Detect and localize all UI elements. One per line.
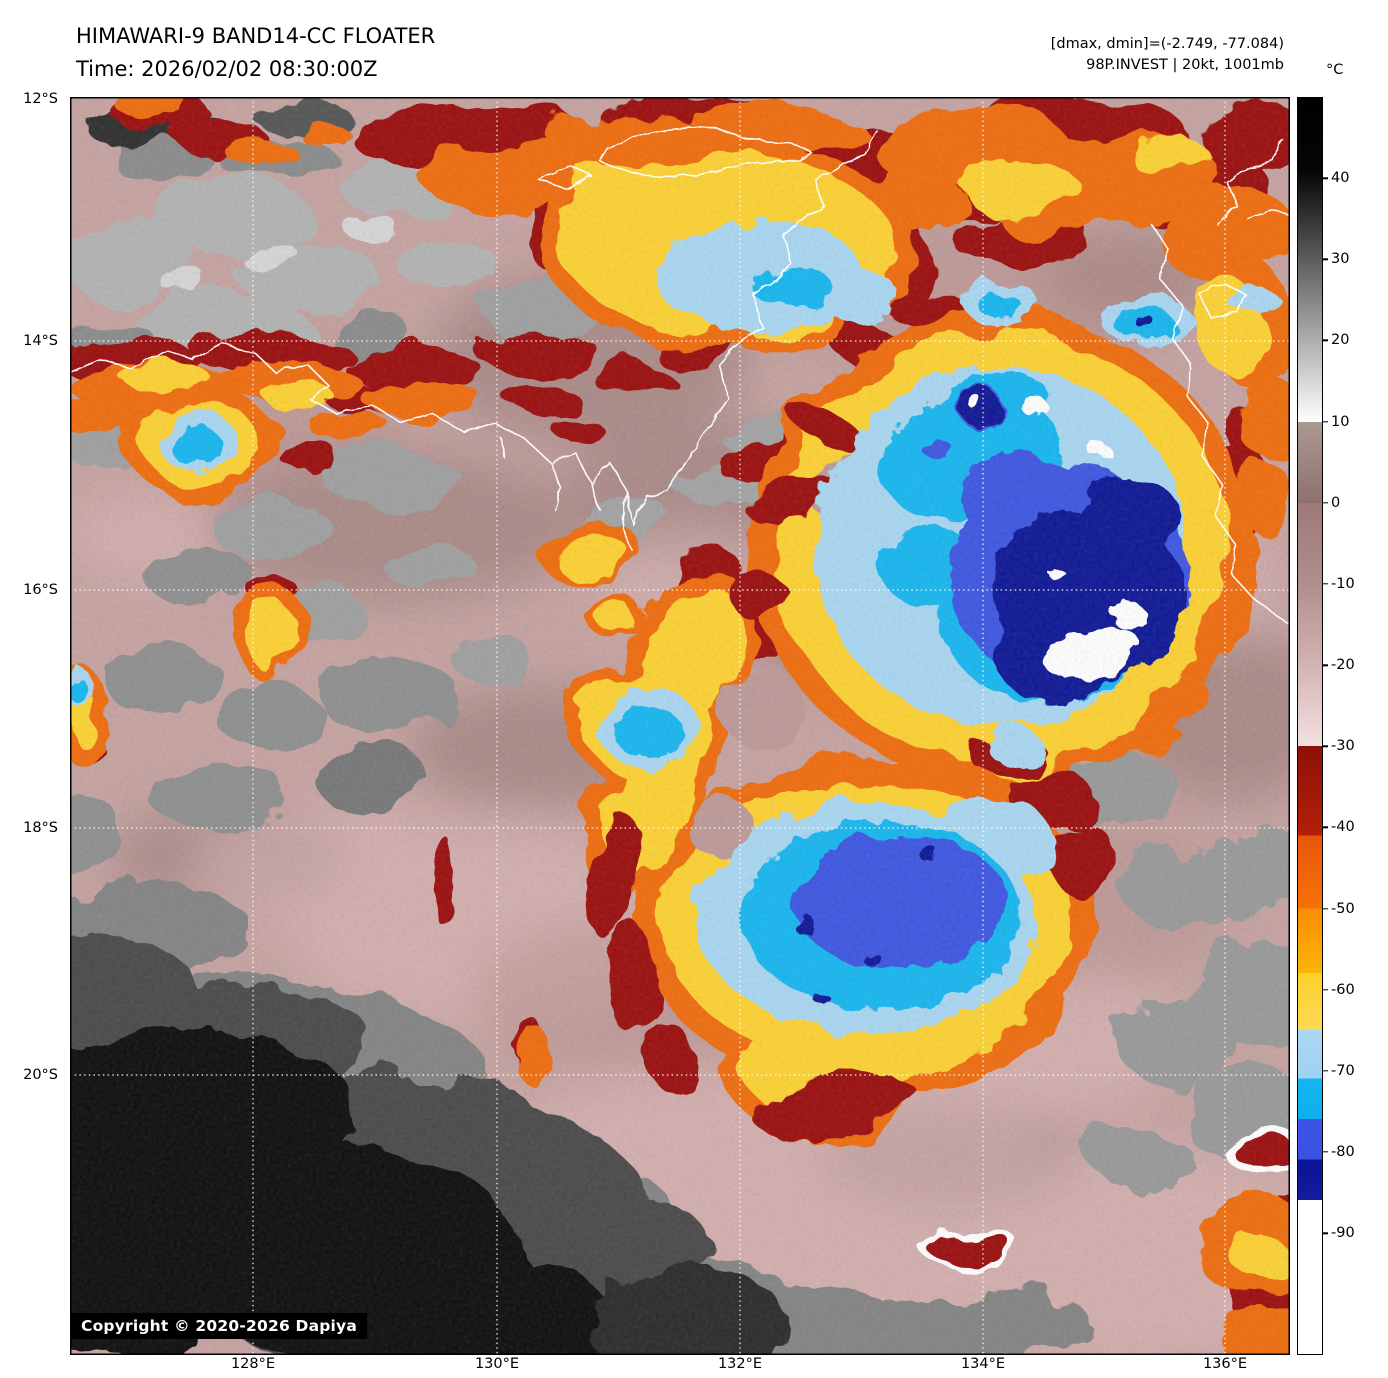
colorbar-tick-mark	[1323, 177, 1328, 178]
colorbar-tick-mark	[1323, 746, 1328, 747]
colorbar	[1297, 97, 1323, 1355]
colorbar-tick-label: 0	[1331, 495, 1340, 511]
lon-axis: 128°E 130°E 132°E 134°E 136°E	[70, 1356, 1290, 1378]
lat-axis-label: 12°S	[23, 91, 58, 107]
colorbar-tick-mark	[1323, 259, 1328, 260]
lat-axis-label: 14°S	[23, 333, 58, 349]
colorbar-tick-mark	[1323, 340, 1328, 341]
lon-axis-label: 130°E	[475, 1356, 519, 1372]
colorbar-tick-label: -50	[1331, 901, 1355, 917]
colorbar-tick-mark	[1323, 1070, 1328, 1071]
lat-axis-label: 16°S	[23, 582, 58, 598]
colorbar-tick-label: -90	[1331, 1225, 1355, 1241]
lon-axis-label: 134°E	[961, 1356, 1005, 1372]
colorbar-tick-mark	[1323, 908, 1328, 909]
header-title-block: HIMAWARI-9 BAND14-CC FLOATER Time: 2026/…	[76, 20, 435, 86]
colorbar-tick-mark	[1323, 1233, 1328, 1234]
satellite-image	[70, 97, 1290, 1355]
colorbar-tick-label: -30	[1331, 738, 1355, 754]
satellite-map: Copyright © 2020-2026 Dapiya	[70, 97, 1290, 1355]
colorbar-tick-label: -70	[1331, 1063, 1355, 1079]
lon-axis-label: 128°E	[231, 1356, 275, 1372]
colorbar-tick-mark	[1323, 664, 1328, 665]
colorbar-tick-label: 30	[1331, 251, 1349, 267]
colorbar-tick-mark	[1323, 989, 1328, 990]
colorbar-tick-label: -10	[1331, 576, 1355, 592]
copyright-badge: Copyright © 2020-2026 Dapiya	[71, 1313, 367, 1339]
lon-axis-label: 132°E	[718, 1356, 762, 1372]
colorbar-tick-label: 40	[1331, 170, 1349, 186]
colorbar-tick-label: -40	[1331, 819, 1355, 835]
timestamp: Time: 2026/02/02 08:30:00Z	[76, 53, 435, 86]
page-title: HIMAWARI-9 BAND14-CC FLOATER	[76, 20, 435, 53]
colorbar-tick-label: 10	[1331, 414, 1349, 430]
colorbar-tick-mark	[1323, 502, 1328, 503]
colorbar-unit-label: °C	[1326, 62, 1343, 78]
storm-info: 98P.INVEST | 20kt, 1001mb	[1051, 55, 1284, 76]
colorbar-tick-mark	[1323, 1151, 1328, 1152]
colorbar-tick-label: -80	[1331, 1144, 1355, 1160]
colorbar-gradient	[1298, 98, 1322, 1354]
colorbar-tick-label: 20	[1331, 332, 1349, 348]
colorbar-tick-label: -20	[1331, 657, 1355, 673]
lon-axis-label: 136°E	[1203, 1356, 1247, 1372]
header-info-block: [dmax, dmin]=(-2.749, -77.084) 98P.INVES…	[1051, 34, 1284, 76]
colorbar-tick-mark	[1323, 583, 1328, 584]
dmax-dmin-readout: [dmax, dmin]=(-2.749, -77.084)	[1051, 34, 1284, 55]
colorbar-tick-mark	[1323, 421, 1328, 422]
colorbar-tick-label: -60	[1331, 982, 1355, 998]
lat-axis-label: 20°S	[23, 1067, 58, 1083]
lat-axis-label: 18°S	[23, 820, 58, 836]
colorbar-tick-mark	[1323, 827, 1328, 828]
